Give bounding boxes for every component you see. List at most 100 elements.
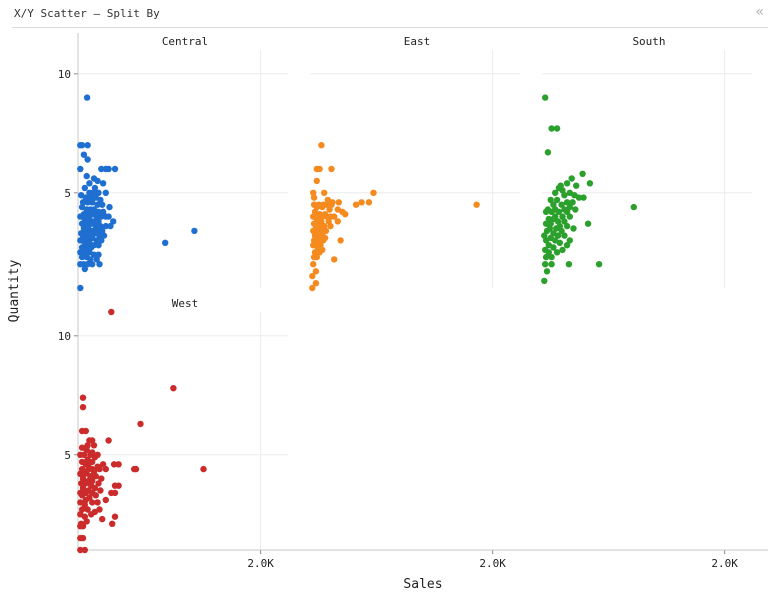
data-point-west xyxy=(111,489,119,497)
data-point-south xyxy=(550,201,557,208)
data-point-south xyxy=(554,232,562,239)
data-point-east xyxy=(311,249,319,256)
data-point-south xyxy=(556,239,563,246)
data-point-west xyxy=(82,427,90,435)
data-point-central xyxy=(80,225,88,232)
data-point-west xyxy=(79,484,87,492)
data-point-east xyxy=(309,284,316,292)
header-divider xyxy=(12,27,768,28)
gridlines xyxy=(74,50,752,554)
data-point-central xyxy=(89,189,97,196)
data-point-south xyxy=(548,125,555,132)
data-point-west xyxy=(82,496,90,504)
panel-title-central: Central xyxy=(162,35,208,48)
data-point-south xyxy=(586,180,594,187)
data-point-central xyxy=(84,142,91,149)
data-point-west xyxy=(132,465,140,473)
data-point-west xyxy=(79,475,87,482)
data-point-south xyxy=(630,203,637,211)
data-point-south xyxy=(575,194,583,201)
data-point-east xyxy=(310,261,317,268)
data-point-central xyxy=(100,232,108,239)
data-point-central xyxy=(77,165,84,173)
data-point-south xyxy=(572,206,579,213)
data-point-central xyxy=(96,261,103,268)
data-point-south xyxy=(550,244,557,251)
double-chevron-left-icon[interactable]: « xyxy=(755,4,764,20)
data-point-east xyxy=(319,230,326,237)
data-point-central xyxy=(99,208,107,215)
data-point-east xyxy=(316,165,323,173)
data-point-west xyxy=(105,437,112,444)
data-point-west xyxy=(97,487,104,494)
y-axis-title: Quantity xyxy=(7,260,22,323)
data-point-west xyxy=(82,480,90,487)
panel-title-south: South xyxy=(632,35,665,48)
data-point-west xyxy=(99,461,107,468)
data-point-south xyxy=(545,249,552,256)
x-tick-label: 2.0K xyxy=(247,557,274,570)
data-point-west xyxy=(81,501,89,508)
data-point-east xyxy=(358,199,365,206)
data-point-west xyxy=(77,546,84,554)
data-point-east xyxy=(335,199,342,206)
data-point-south xyxy=(552,189,559,196)
data-points xyxy=(77,94,637,554)
data-point-central xyxy=(98,237,105,244)
data-point-west xyxy=(90,442,98,449)
data-point-central xyxy=(93,256,100,263)
data-point-south xyxy=(547,196,554,204)
data-point-west xyxy=(77,470,84,477)
axes xyxy=(77,33,768,551)
data-point-central xyxy=(90,251,98,258)
data-point-west xyxy=(110,461,118,468)
data-point-south xyxy=(579,170,586,177)
data-point-west xyxy=(88,511,95,518)
data-point-east xyxy=(342,211,349,218)
data-point-south xyxy=(542,208,550,215)
data-point-central xyxy=(98,213,105,220)
data-point-west xyxy=(79,404,87,411)
data-point-east xyxy=(370,189,377,196)
data-point-central xyxy=(99,201,106,208)
data-point-east xyxy=(334,218,341,225)
data-point-south xyxy=(561,232,568,239)
data-point-west xyxy=(77,534,84,542)
data-point-central xyxy=(93,213,100,220)
data-point-south xyxy=(542,237,550,244)
data-point-central xyxy=(87,256,94,263)
data-point-west xyxy=(170,385,177,392)
data-point-south xyxy=(553,196,561,204)
data-point-south xyxy=(563,199,571,206)
data-point-west xyxy=(108,308,115,316)
data-point-south xyxy=(584,220,592,227)
data-point-south xyxy=(561,192,568,199)
data-point-west xyxy=(84,506,91,513)
y-tick-label: 10 xyxy=(58,68,71,81)
data-point-west xyxy=(200,465,207,473)
panel-title: X/Y Scatter – Split By xyxy=(14,7,160,20)
data-point-west xyxy=(79,523,87,530)
data-point-west xyxy=(92,473,100,480)
data-point-central xyxy=(81,184,89,192)
data-point-central xyxy=(94,201,101,208)
data-point-south xyxy=(547,220,554,227)
data-point-south xyxy=(561,218,568,225)
data-point-west xyxy=(83,518,90,525)
data-point-south xyxy=(559,213,566,220)
data-point-east xyxy=(327,222,334,230)
data-point-central xyxy=(83,172,90,180)
data-point-east xyxy=(352,201,360,208)
data-point-central xyxy=(83,220,90,227)
data-point-central xyxy=(107,222,114,230)
y-tick-label: 10 xyxy=(58,330,71,343)
data-point-central xyxy=(111,165,119,173)
data-point-east xyxy=(318,142,325,149)
data-point-south xyxy=(563,222,571,230)
data-point-west xyxy=(92,492,100,499)
data-point-south xyxy=(553,249,561,256)
data-point-central xyxy=(77,284,84,292)
data-point-east xyxy=(473,201,480,208)
data-point-central xyxy=(105,213,112,220)
data-point-central xyxy=(88,244,95,251)
